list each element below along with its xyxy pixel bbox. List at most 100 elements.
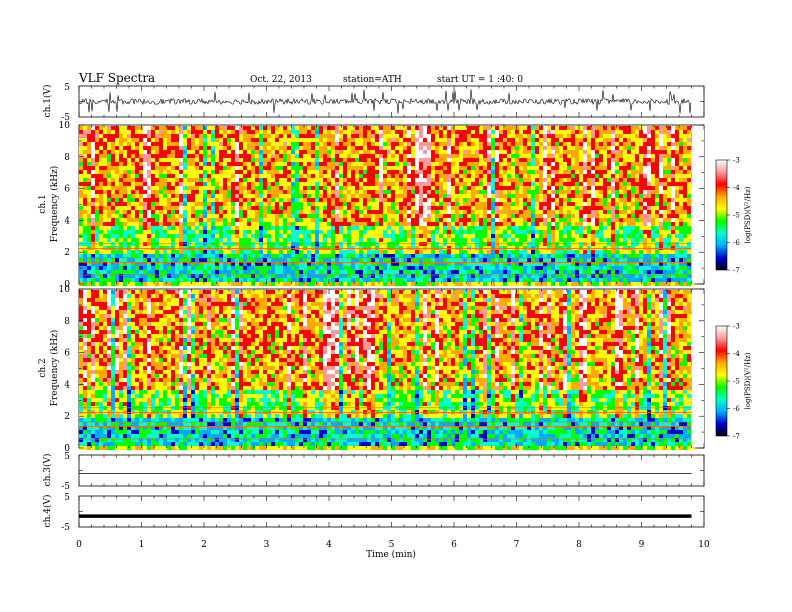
spectrogram-cell [615,198,619,202]
spectrogram-cell [487,182,491,186]
spectrogram-cell [587,238,591,242]
spectrogram-cell [531,218,535,222]
spectrogram-cell [171,238,175,242]
spectrogram-cell [351,202,355,206]
spectrogram-cell [619,142,623,146]
spectrogram-cell [303,126,307,130]
spectrogram-cell [283,226,287,230]
spectrogram-cell [663,146,667,150]
spectrogram-cell [259,158,263,162]
spectrogram-cell [567,214,571,218]
spectrogram-cell [159,150,163,154]
spectrogram-cell [243,198,247,202]
spectrogram-cell [683,194,687,198]
spectrogram-cell [639,178,643,182]
spectrogram-cell [111,158,115,162]
spectrogram-cell [183,182,187,186]
spectrogram-cell [235,250,239,254]
spectrogram-cell [251,194,255,198]
spectrogram-cell [159,182,163,186]
spectrogram-cell [591,206,595,210]
spectrogram-cell [203,238,207,242]
spectrogram-cell [479,186,483,190]
spectrogram-cell [231,226,235,230]
spectrogram-cell [659,142,663,146]
spectrogram-cell [355,222,359,226]
spectrogram-cell [515,190,519,194]
spectrogram-cell [479,238,483,242]
spectrogram-cell [487,222,491,226]
spectrogram-cell [651,226,655,230]
spectrogram-cell [447,250,451,254]
spectrogram-cell [591,138,595,142]
spectrogram-cell [211,130,215,134]
spectrogram-cell [567,130,571,134]
spectrogram-cell [311,254,315,258]
spectrogram-cell [211,186,215,190]
spectrogram-cell [399,230,403,234]
spectrogram-cell [195,162,199,166]
spectrogram-cell [491,214,495,218]
spectrogram-cell [291,202,295,206]
spectrogram-cell [663,210,667,214]
spectrogram-cell [347,146,351,150]
spectrogram-cell [199,162,203,166]
spectrogram-cell [347,178,351,182]
spectrogram-cell [91,162,95,166]
spectrogram-cell [519,170,523,174]
spectrogram-cell [299,174,303,178]
spectrogram-cell [631,146,635,150]
spectrogram-cell [627,178,631,182]
spectrogram-cell [203,138,207,142]
spectrogram-cell [323,198,327,202]
spectrogram-cell [607,198,611,202]
spectrogram-cell [195,230,199,234]
spectrogram-cell [451,150,455,154]
spectrogram-cell [239,194,243,198]
spectrogram-cell [635,194,639,198]
spectrogram-cell [431,234,435,238]
spectrogram-cell [291,190,295,194]
spectrogram-cell [483,146,487,150]
spectrogram-cell [107,182,111,186]
spectrogram-cell [215,130,219,134]
spectrogram-cell [375,134,379,138]
spectrogram-cell [211,190,215,194]
spectrogram-cell [103,162,107,166]
spectrogram-cell [211,162,215,166]
spectrogram-cell [687,138,691,142]
spectrogram-cell [451,166,455,170]
spectrogram-cell [443,150,447,154]
spectrogram-cell [275,174,279,178]
spectrogram-cell [487,206,491,210]
spectrogram-cell [643,214,647,218]
spectrogram-cell [507,222,511,226]
spectrogram-cell [643,162,647,166]
spectrogram-cell [147,166,151,170]
spectrogram-cell [243,130,247,134]
spectrogram-cell [511,250,515,254]
spectrogram-cell [79,230,83,234]
spectrogram-cell [359,130,363,134]
spectrogram-cell [283,142,287,146]
spectrogram-cell [675,146,679,150]
spectrogram-cell [155,130,159,134]
spectrogram-cell [575,134,579,138]
spectrogram-cell [107,202,111,206]
spectrogram-cell [435,162,439,166]
spectrogram-cell [215,154,219,158]
spectrogram-cell [87,150,91,154]
spectrogram-cell [127,254,131,258]
spectrogram-cell [351,174,355,178]
spectrogram-cell [355,238,359,242]
spectrogram-cell [535,130,539,134]
spectrogram-cell [511,162,515,166]
spectrogram-cell [463,230,467,234]
spectrogram-cell [227,210,231,214]
spectrogram-cell [455,198,459,202]
spectrogram-cell [639,214,643,218]
spectrogram-cell [419,250,423,254]
spectrogram-cell [671,174,675,178]
spectrogram-cell [163,218,167,222]
spectrogram-cell [631,206,635,210]
